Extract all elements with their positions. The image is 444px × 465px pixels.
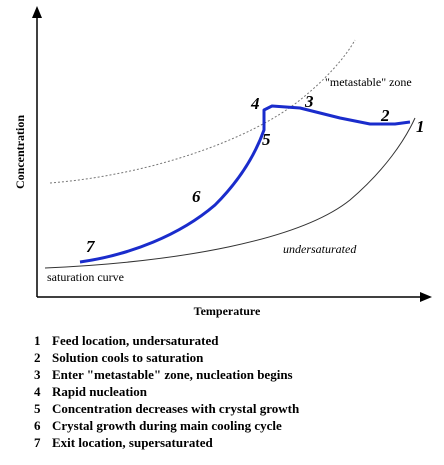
- legend-number: 2: [34, 350, 41, 365]
- saturation-label: saturation curve: [47, 270, 124, 284]
- x-arrow: [420, 292, 432, 302]
- saturation-curve: [44, 117, 416, 269]
- point-label: 2: [380, 106, 390, 125]
- point-label: 7: [86, 237, 96, 256]
- metastable-label: "metastable" zone: [325, 75, 412, 89]
- y-arrow: [32, 6, 42, 18]
- legend-text: Solution cools to saturation: [52, 350, 204, 365]
- legend: 1 Feed location, undersaturated 2 Solution …: [34, 333, 300, 450]
- point-label: 1: [416, 117, 425, 136]
- legend-text: Crystal growth during main cooling cycle: [52, 418, 282, 433]
- legend-number: 6: [34, 418, 41, 433]
- point-label: 4: [250, 94, 260, 113]
- point-label: 5: [262, 130, 271, 149]
- legend-text: Enter "metastable" zone, nucleation begi…: [52, 367, 293, 382]
- legend-text: Rapid nucleation: [52, 384, 148, 399]
- legend-number: 1: [34, 333, 41, 348]
- legend-number: 7: [34, 435, 41, 450]
- y-label: Concentration: [13, 115, 27, 189]
- metastable-curve: [49, 39, 356, 184]
- x-label: Temperature: [194, 304, 261, 318]
- legend-text: Exit location, supersaturated: [52, 435, 213, 450]
- point-label: 6: [192, 187, 201, 206]
- legend-number: 3: [34, 367, 41, 382]
- undersaturated-label: undersaturated: [283, 242, 357, 256]
- process-path: [79, 104, 411, 264]
- legend-number: 5: [34, 401, 41, 416]
- legend-number: 4: [34, 384, 41, 399]
- point-label: 3: [304, 92, 314, 111]
- legend-text: Concentration decreases with crystal gro…: [52, 401, 300, 416]
- legend-text: Feed location, undersaturated: [52, 333, 219, 348]
